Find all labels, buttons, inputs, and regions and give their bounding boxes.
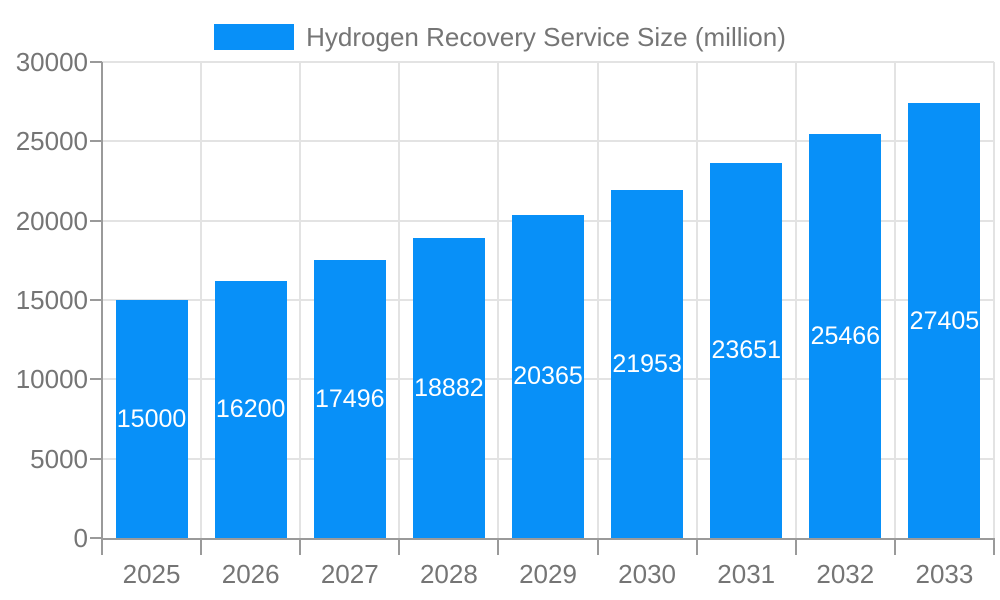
v-gridline <box>299 62 302 538</box>
bar[interactable] <box>115 300 188 538</box>
v-gridline <box>497 62 500 538</box>
x-tick-label: 2027 <box>320 559 379 589</box>
bar-value-label: 15000 <box>116 405 187 433</box>
x-tick <box>299 538 302 555</box>
bar[interactable] <box>412 238 485 538</box>
v-gridline <box>695 62 698 538</box>
bar-value-label: 27405 <box>909 306 980 335</box>
x-tick-label: 2025 <box>122 559 181 589</box>
y-tick <box>90 61 102 63</box>
x-tick <box>398 538 401 555</box>
y-tick-label: 20000 <box>15 205 88 236</box>
x-tick <box>200 538 203 555</box>
x-tick-label: 2029 <box>519 559 577 589</box>
v-gridline <box>398 62 401 538</box>
y-tick <box>90 457 102 460</box>
x-tick <box>993 538 995 555</box>
x-tick <box>101 538 103 555</box>
y-tick <box>90 299 102 301</box>
x-tick-label: 2032 <box>816 559 875 589</box>
y-tick <box>90 219 102 222</box>
legend-swatch <box>214 24 295 50</box>
y-tick-label: 10000 <box>15 364 88 395</box>
bar[interactable] <box>214 280 287 538</box>
y-tick-label: 25000 <box>15 126 88 157</box>
bar-value-label: 21953 <box>612 349 682 378</box>
y-tick <box>90 537 102 539</box>
y-axis-line <box>101 62 103 538</box>
bar[interactable] <box>313 260 386 538</box>
y-tick <box>90 378 102 381</box>
x-axis-line <box>102 538 994 540</box>
bar-value-label: 16200 <box>215 395 286 424</box>
y-tick-label: 15000 <box>15 285 88 315</box>
bar[interactable] <box>611 189 684 538</box>
bar[interactable] <box>710 162 783 538</box>
x-tick <box>794 538 797 555</box>
bar[interactable] <box>809 133 882 538</box>
v-gridline <box>596 62 599 538</box>
x-tick-label: 2033 <box>915 559 974 589</box>
x-tick <box>893 538 896 555</box>
y-tick-label: 0 <box>73 523 88 553</box>
h-gridline <box>102 61 994 63</box>
y-tick-label: 5000 <box>30 443 88 474</box>
x-tick <box>695 538 698 555</box>
bar-value-label: 25466 <box>810 321 881 350</box>
v-gridline <box>200 62 203 538</box>
bar-value-label: 18882 <box>414 374 484 403</box>
x-tick-label: 2030 <box>618 559 677 589</box>
v-gridline <box>993 62 995 538</box>
bar[interactable] <box>908 103 981 538</box>
bar-value-label: 17496 <box>315 385 385 414</box>
x-tick-label: 2026 <box>221 559 280 589</box>
x-tick <box>596 538 599 555</box>
legend-label: Hydrogen Recovery Service Size (million) <box>306 21 786 52</box>
y-tick-label: 30000 <box>15 47 88 77</box>
y-tick <box>90 140 102 143</box>
v-gridline <box>893 62 896 538</box>
legend[interactable]: Hydrogen Recovery Service Size (million) <box>0 15 1000 59</box>
bar-value-label: 20365 <box>513 362 583 391</box>
x-tick <box>497 538 500 555</box>
h-gridline <box>102 140 994 143</box>
v-gridline <box>794 62 797 538</box>
x-tick-label: 2031 <box>717 559 776 589</box>
x-tick-label: 2028 <box>419 559 478 589</box>
bar[interactable] <box>512 214 584 538</box>
bar-value-label: 23651 <box>711 336 781 365</box>
